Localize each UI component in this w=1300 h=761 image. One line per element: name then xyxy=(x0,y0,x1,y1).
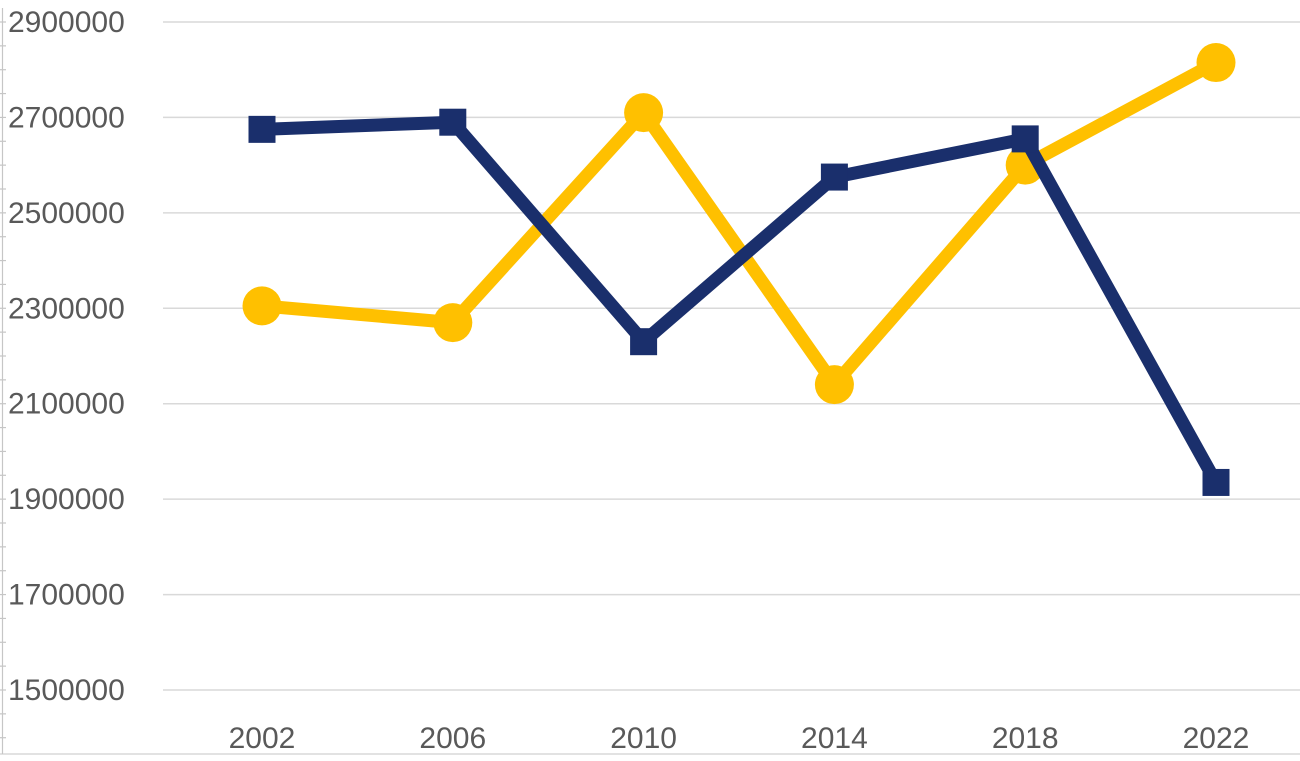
x-axis-tick-label: 2018 xyxy=(992,722,1059,755)
y-axis-tick-label: 2100000 xyxy=(8,388,125,421)
navy-square-marker xyxy=(1202,468,1230,496)
series-gold-line xyxy=(261,56,1220,392)
x-axis-tick-label: 2010 xyxy=(610,722,677,755)
y-axis-tick-label: 1700000 xyxy=(8,579,125,612)
gold-circle-marker xyxy=(1196,43,1236,83)
gold-circle-marker xyxy=(433,303,473,343)
navy-square-marker xyxy=(820,163,848,191)
navy-square-marker xyxy=(1011,125,1039,153)
x-axis-tick-label: 2022 xyxy=(1183,722,1250,755)
navy-square-marker xyxy=(248,115,276,143)
y-axis-tick-label: 2900000 xyxy=(8,6,125,39)
x-axis-tick-label: 2006 xyxy=(419,722,486,755)
y-axis-tick-label: 1500000 xyxy=(8,674,125,707)
y-axis-tick-label: 2300000 xyxy=(8,292,125,325)
gold-circle-marker xyxy=(624,93,664,133)
gold-circle-marker xyxy=(814,365,854,405)
navy-square-marker xyxy=(630,328,658,356)
gold-circle-marker xyxy=(242,286,282,326)
y-axis-tick-label: 2500000 xyxy=(8,197,125,230)
x-axis-tick-label: 2002 xyxy=(229,722,296,755)
navy-square-marker xyxy=(439,108,467,136)
x-axis-tick-label: 2014 xyxy=(801,722,868,755)
y-axis-tick-label: 1900000 xyxy=(8,483,125,516)
series-navy-line xyxy=(261,115,1222,486)
y-axis-tick-label: 2700000 xyxy=(8,101,125,134)
